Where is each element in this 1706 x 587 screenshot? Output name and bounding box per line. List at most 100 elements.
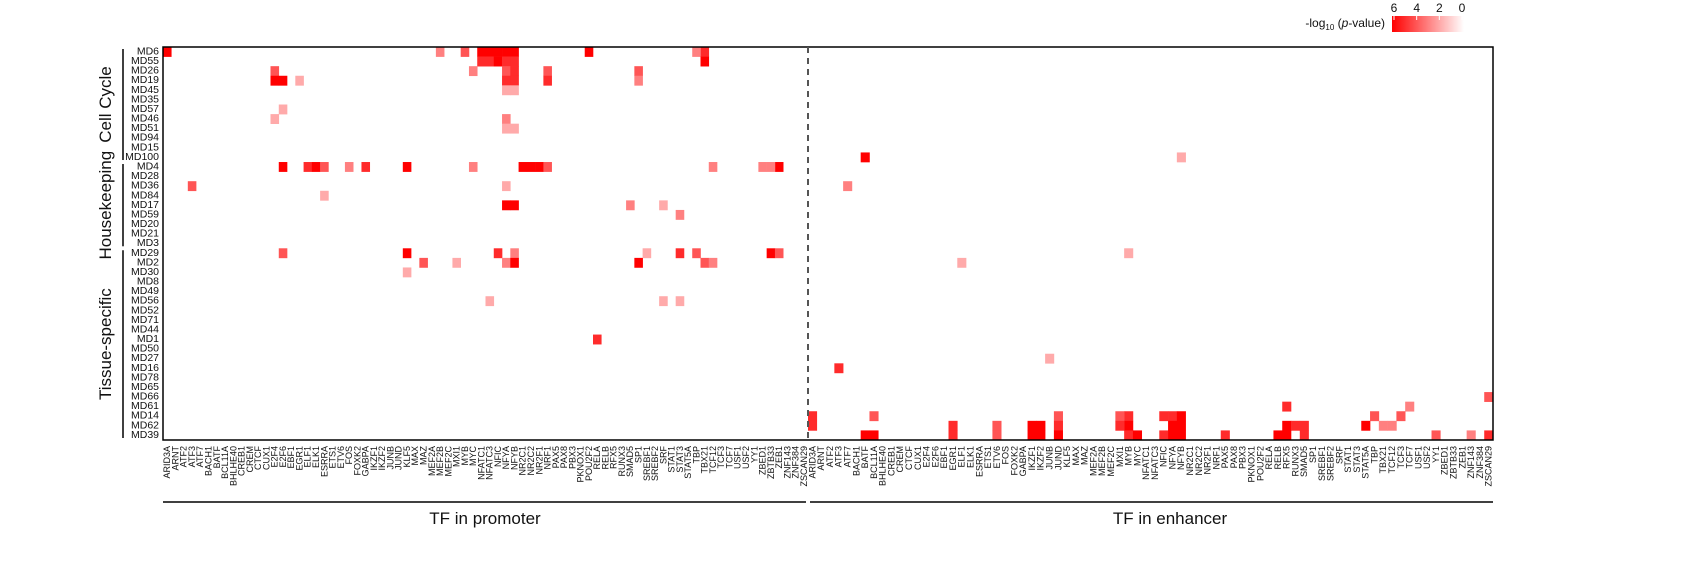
enhancer-tf-label: ZNF143: [1466, 446, 1476, 479]
enhancer-tf-label: TCF3: [1396, 446, 1406, 469]
promoter-cell: [700, 47, 710, 57]
promoter-cell: [510, 85, 519, 96]
enhancer-tf-label: EBF1: [939, 446, 949, 469]
promoter-tf-label: ATF2: [179, 446, 189, 467]
promoter-tf-label: BCL11A: [220, 446, 230, 479]
module-label: MD27: [131, 352, 159, 364]
module-label: MD15: [131, 141, 159, 153]
promoter-tf-label: ZNF143: [782, 446, 792, 479]
promoter-cell: [692, 47, 701, 57]
promoter-tf-label: KLF5: [402, 446, 412, 468]
promoter-tf-label: E2F6: [278, 446, 288, 468]
enhancer-cell: [1387, 420, 1397, 431]
promoter-cell: [303, 162, 313, 172]
promoter-tf-label: BATF: [212, 446, 222, 469]
promoter-tf-label: FOS: [344, 446, 354, 465]
enhancer-tf-label: ZSCAN29: [1484, 446, 1494, 487]
enhancer-cell: [1115, 411, 1125, 422]
enhancer-cell: [1176, 430, 1186, 441]
enhancer-cell: [1124, 420, 1134, 431]
promoter-cell: [361, 162, 371, 172]
promoter-tf-label: STAT1: [667, 446, 677, 473]
enhancer-tf-label: TBP: [1369, 446, 1379, 464]
enhancer-tf-label: PAX8: [1229, 446, 1239, 468]
module-label: MD20: [131, 218, 159, 230]
enhancer-tf-label: ZEB1: [1457, 446, 1467, 469]
enhancer-cell: [1124, 430, 1134, 441]
enhancer-cell: [1378, 420, 1388, 431]
promoter-cell: [675, 248, 685, 259]
enhancer-tf-label: BHLHE40: [878, 446, 888, 486]
promoter-tf-label: MYC: [468, 446, 478, 467]
promoter-cell: [320, 190, 329, 201]
enhancer-tf-label: FOS: [1001, 446, 1011, 465]
enhancer-cell: [1370, 411, 1380, 422]
heatmap-cells: [163, 47, 1494, 441]
enhancer-tf-label: ETS1: [983, 446, 993, 469]
group-labels: Cell Cycle Housekeeping Tissue-specific: [96, 49, 124, 438]
promoter-axis-label: TF in promoter: [429, 509, 541, 528]
enhancer-cell: [1299, 420, 1309, 431]
promoter-tf-label: E2F4: [270, 446, 280, 468]
promoter-cell: [493, 47, 503, 57]
module-label: MD8: [137, 276, 159, 288]
enhancer-cell: [1484, 392, 1494, 402]
enhancer-tf-label: MEF2A: [1088, 446, 1098, 476]
promoter-cell: [502, 114, 511, 124]
promoter-cell: [700, 257, 710, 268]
module-label: MD2: [137, 256, 159, 268]
legend-tick-label: 4: [1413, 1, 1420, 15]
promoter-tf-label: NFYB: [509, 446, 519, 470]
promoter-cell: [675, 209, 685, 220]
enhancer-tf-label: RUNX3: [1290, 446, 1300, 477]
promoter-cell: [692, 248, 701, 259]
promoter-tf-label: EGR1: [294, 446, 304, 471]
promoter-cell: [642, 248, 652, 259]
enhancer-tf-label: STAT5A: [1361, 446, 1371, 479]
promoter-cell: [543, 75, 552, 86]
enhancer-tf-label: JUND: [1053, 446, 1063, 470]
promoter-tf-label: TBX21: [700, 446, 710, 474]
promoter-cell: [502, 56, 511, 67]
enhancer-tf-label: TCF7: [1405, 446, 1415, 469]
module-label: MD57: [131, 103, 159, 115]
module-label: MD100: [125, 151, 159, 163]
enhancer-tf-label: ELF1: [957, 446, 967, 468]
promoter-tf-label: BHLHE40: [228, 446, 238, 486]
legend-tick-label: 2: [1436, 1, 1443, 15]
enhancer-cell: [1168, 420, 1178, 431]
enhancer-cell: [1484, 430, 1494, 441]
module-label: MD1: [137, 333, 159, 345]
enhancer-tf-label: TCF12: [1387, 446, 1397, 474]
enhancer-cell: [1176, 152, 1186, 163]
enhancer-cell: [1176, 420, 1186, 431]
promoter-cell: [435, 47, 445, 57]
enhancer-cell: [869, 411, 879, 422]
enhancer-cell: [948, 430, 958, 441]
enhancer-cell: [1176, 411, 1186, 422]
promoter-cell: [510, 56, 519, 67]
promoter-cell: [278, 248, 288, 259]
enhancer-tf-label: RFX5: [1282, 446, 1292, 469]
enhancer-tf-label: ZBED1: [1440, 446, 1450, 475]
color-legend: -log10 (p-value) 6 4 2 0: [1305, 1, 1466, 32]
enhancer-tf-label: SP1: [1308, 446, 1318, 463]
promoter-tf-label: ZBED1: [758, 446, 768, 475]
promoter-cell: [278, 104, 288, 115]
enhancer-axis-label: TF in enhancer: [1113, 509, 1228, 528]
module-label: MD14: [131, 410, 159, 422]
module-label: MD46: [131, 113, 159, 125]
module-label: MD61: [131, 400, 159, 412]
module-label: MD55: [131, 55, 159, 67]
module-label: MD35: [131, 93, 159, 105]
promoter-tf-label: MEF2C: [443, 446, 453, 477]
enhancer-tf-label: STAT3: [1352, 446, 1362, 473]
module-label: MD50: [131, 343, 159, 355]
promoter-cell: [774, 162, 784, 172]
enhancer-tf-label: ZBTB33: [1448, 446, 1458, 479]
enhancer-tf-label: MAX: [1071, 446, 1081, 466]
enhancer-tf-label: NR2C2: [1194, 446, 1204, 476]
enhancer-cell: [869, 430, 879, 441]
enhancer-cell: [1159, 430, 1169, 441]
enhancer-cell: [1299, 430, 1309, 441]
